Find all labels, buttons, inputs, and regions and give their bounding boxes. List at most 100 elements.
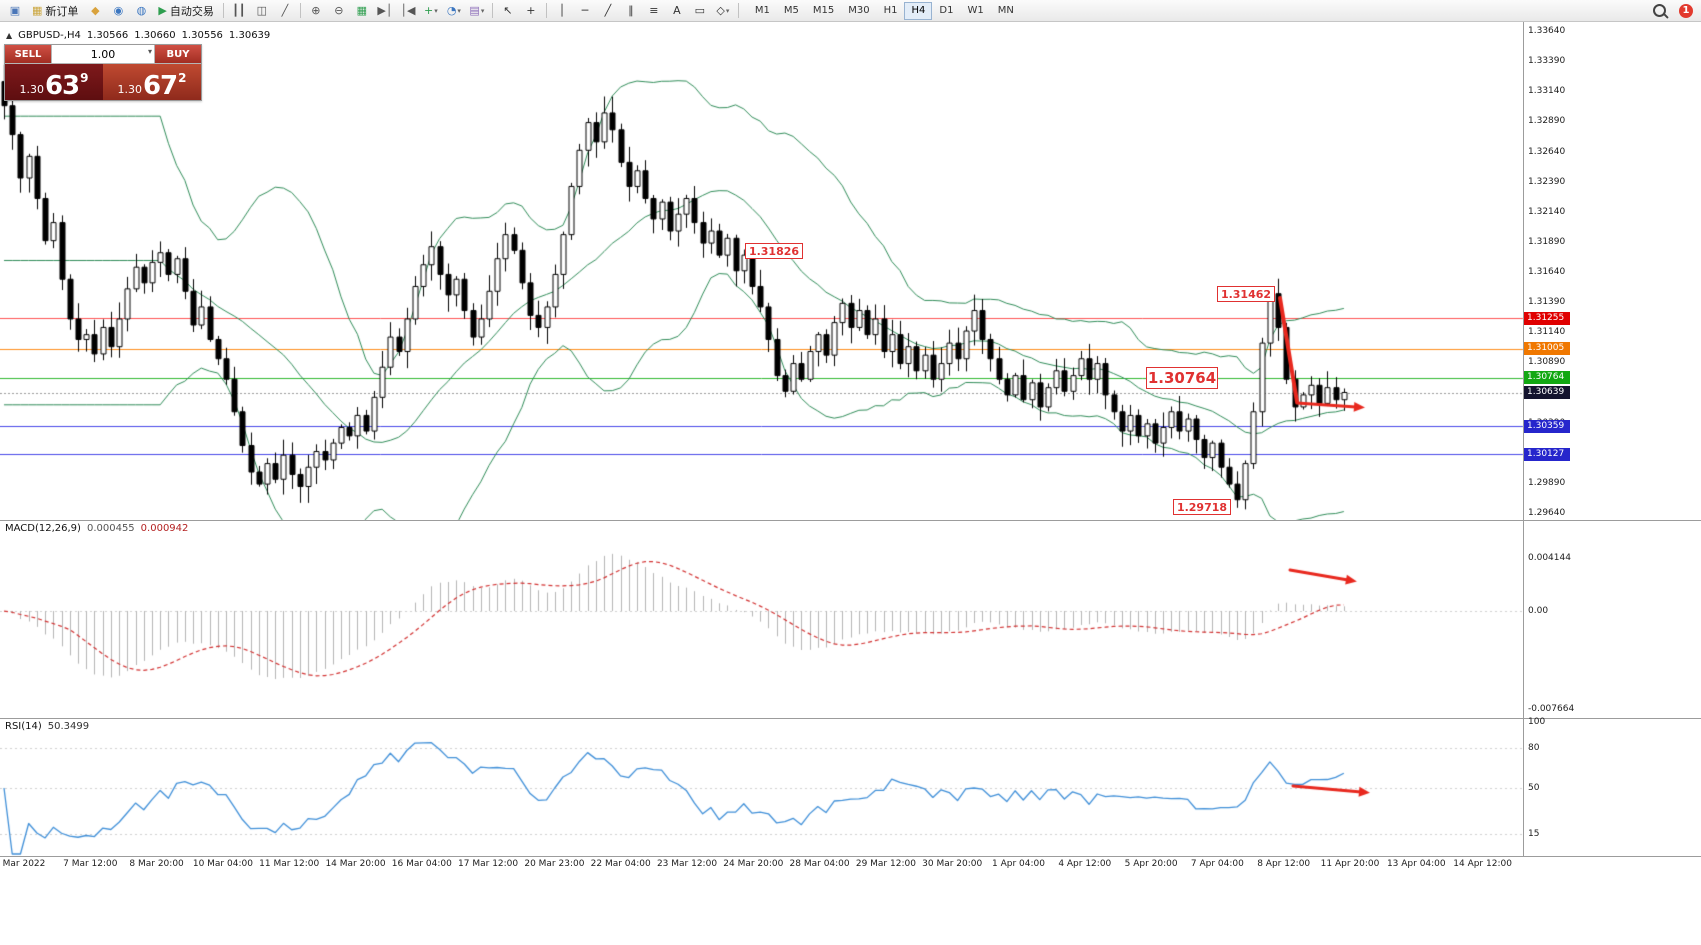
crosshair-icon[interactable]: + — [526, 4, 536, 17]
buy-price[interactable]: 1.30 67 2 — [103, 64, 201, 100]
timeframe-w1[interactable]: W1 — [967, 4, 984, 16]
macd-label: MACD(12,26,9) 0.000455 0.000942 — [5, 523, 188, 534]
ohlc-low: 1.30556 — [181, 30, 223, 41]
indicators-menu[interactable]: + ▾ — [424, 4, 438, 17]
timeframe-m1[interactable]: M1 — [754, 4, 770, 16]
profile-icon[interactable]: ◉ — [113, 4, 124, 17]
toolbar-separator — [545, 3, 547, 18]
annotation-price-label[interactable]: 1.31462 — [1217, 286, 1275, 302]
periods-menu[interactable]: ◔ ▾ — [446, 4, 461, 17]
zoom-out-icon[interactable]: ⊖ — [334, 4, 344, 17]
templates-menu[interactable]: ▤ ▾ — [469, 4, 485, 17]
timeframe-h1[interactable]: H1 — [883, 4, 898, 16]
volume-dropdown-icon[interactable]: ▾ — [147, 47, 152, 56]
timeframe-d1[interactable]: D1 — [939, 4, 954, 16]
timeframe-switcher: M1 M5 M15 M30 H1 H4 D1 W1 MN — [748, 1, 1021, 20]
price-line-tag: 1.30764 — [1524, 371, 1570, 385]
sell-button[interactable]: SELL — [5, 45, 51, 63]
ohlc-close: 1.30639 — [228, 30, 271, 41]
shapes-menu[interactable]: ◇ ▾ — [716, 4, 730, 17]
toolbar-separator — [299, 3, 301, 18]
time-axis-label: 23 Mar 12:00 — [656, 859, 718, 869]
search-icon[interactable] — [1648, 2, 1670, 20]
time-axis-label: 13 Apr 04:00 — [1386, 859, 1446, 869]
sell-price-big: 63 — [44, 71, 80, 101]
macd-title: MACD(12,26,9) — [5, 523, 81, 534]
tile-windows-icon[interactable]: ▦ — [356, 4, 368, 17]
chart-shift-icon[interactable]: │◀ — [400, 4, 416, 17]
zoom-in-icon[interactable]: ⊕ — [311, 4, 321, 17]
time-axis-label: 8 Apr 12:00 — [1257, 859, 1311, 869]
symbol-info: ▲ GBPUSD-,H4 1.30566 1.30660 1.30556 1.3… — [6, 30, 270, 41]
macd-signal-value: 0.000942 — [140, 523, 189, 534]
notification-badge[interactable]: 1 — [1679, 3, 1693, 18]
time-axis-separator — [0, 856, 1701, 857]
text-icon[interactable]: A — [673, 4, 681, 17]
toolbar-separator — [737, 3, 739, 18]
trendline-icon[interactable]: ╱ — [604, 4, 612, 17]
bar-chart-mode-icon[interactable]: ┃┃ — [232, 4, 246, 17]
price-line-tag: 1.30359 — [1524, 419, 1570, 433]
toolbar-right: 1 — [1648, 2, 1693, 20]
volume-input[interactable]: 1.00 ▾ — [51, 45, 155, 63]
toolbar: ▣ ▦ 新订单 ◆ ◉ ◍ ▶ 自动交易 ┃┃ ◫ ╱ ⊕ ⊖ ▦ ▶│ │◀ + ▾ ◔ ▾ ▤ ▾ ↖ + │ ─ ╱ ∥ ≡ A ▭ ◇… — [0, 0, 1701, 22]
label-icon[interactable]: ▭ — [694, 4, 706, 17]
timeframe-m5[interactable]: M5 — [783, 4, 799, 16]
rsi-title: RSI(14) — [5, 721, 42, 732]
rsi-axis-label: 80 — [1528, 743, 1540, 754]
one-click-trading-panel: SELL 1.00 ▾ BUY 1.30 63 9 1.30 67 2 — [4, 44, 202, 101]
macd-axis-label: -0.007664 — [1528, 704, 1575, 715]
line-chart-mode-icon[interactable]: ╱ — [281, 4, 289, 17]
timeframe-m30[interactable]: M30 — [848, 4, 870, 16]
trade-controls-row: SELL 1.00 ▾ BUY — [5, 45, 201, 64]
annotation-price-label[interactable]: 1.29718 — [1173, 499, 1231, 515]
alerts-icon[interactable]: ◆ — [91, 4, 100, 17]
vertical-line-icon[interactable]: │ — [558, 4, 566, 17]
time-axis-label: 16 Mar 04:00 — [391, 859, 452, 869]
price-tick: 1.31640 — [1528, 267, 1566, 277]
rsi-axis-label: 15 — [1528, 829, 1540, 840]
time-axis-label: 5 Apr 20:00 — [1124, 859, 1178, 869]
price-tick: 1.33640 — [1528, 26, 1566, 36]
timeframe-h4[interactable]: H4 — [904, 1, 933, 20]
channel-icon[interactable]: ∥ — [628, 4, 634, 17]
time-axis-label: 17 Mar 12:00 — [458, 859, 519, 869]
annotation-price-label[interactable]: 1.30764 — [1146, 367, 1218, 389]
symbol-name: GBPUSD-,H4 — [18, 30, 81, 41]
time-axis-label: 22 Mar 04:00 — [590, 859, 651, 869]
panel-separator-macd[interactable] — [0, 520, 1701, 521]
time-axis-label: 8 Mar 20:00 — [129, 859, 184, 869]
buy-button[interactable]: BUY — [155, 45, 201, 63]
ohlc-high: 1.30660 — [134, 30, 176, 41]
price-tick: 1.32640 — [1528, 146, 1566, 157]
panel-separator-rsi[interactable] — [0, 718, 1701, 719]
time-axis-label: 20 Mar 23:00 — [524, 859, 585, 869]
timeframe-mn[interactable]: MN — [997, 4, 1014, 16]
macd-axis-label: 0.004144 — [1528, 552, 1571, 563]
auto-scroll-icon[interactable]: ▶│ — [377, 4, 393, 17]
ohlc-open: 1.30566 — [86, 30, 129, 41]
time-axis-label: 1 Apr 04:00 — [992, 859, 1045, 869]
price-axis-separator — [1523, 22, 1524, 856]
timeframe-m15[interactable]: M15 — [812, 4, 835, 16]
time-axis-label: 28 Mar 04:00 — [789, 859, 850, 869]
autotrading-button[interactable]: ▶ 自动交易 — [158, 4, 214, 18]
price-tick: 1.31890 — [1528, 236, 1566, 247]
annotation-price-label[interactable]: 1.31826 — [745, 243, 803, 259]
community-icon[interactable]: ◍ — [136, 4, 147, 17]
volume-value: 1.00 — [90, 47, 116, 61]
candle-chart-mode-icon[interactable]: ◫ — [256, 4, 268, 17]
new-order-button[interactable]: ▦ 新订单 — [32, 4, 79, 18]
horizontal-line-icon[interactable]: ─ — [581, 4, 589, 17]
collapse-trade-panel-icon[interactable]: ▲ — [6, 31, 13, 40]
price-tick: 1.32390 — [1528, 176, 1566, 187]
buy-price-big: 67 — [142, 71, 178, 101]
trade-prices-row: 1.30 63 9 1.30 67 2 — [5, 64, 201, 100]
new-chart-icon[interactable]: ▣ — [9, 4, 21, 17]
sell-price[interactable]: 1.30 63 9 — [5, 64, 103, 100]
time-axis-label: 10 Mar 04:00 — [192, 859, 253, 869]
cursor-icon[interactable]: ↖ — [503, 4, 513, 17]
time-axis-label: 7 Apr 04:00 — [1190, 859, 1244, 869]
fibonacci-icon[interactable]: ≡ — [649, 4, 659, 17]
